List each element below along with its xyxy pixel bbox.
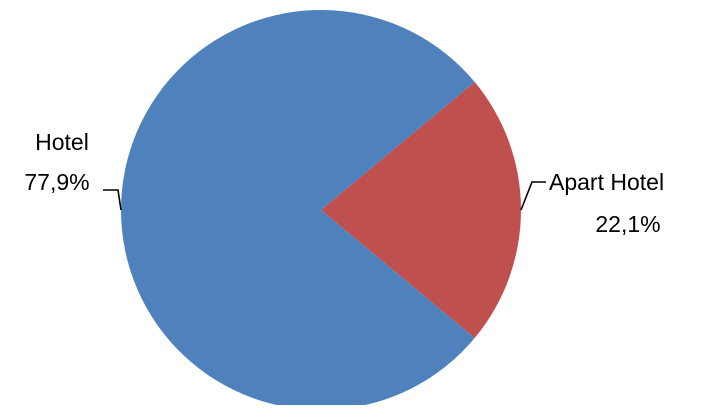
slice-value-hotel: 77,9% bbox=[24, 169, 89, 195]
slice-label-hotel: Hotel bbox=[35, 129, 89, 155]
leader-line-apart-hotel bbox=[520, 181, 546, 211]
leader-line-hotel bbox=[103, 189, 122, 211]
slice-value-apart-hotel: 22,1% bbox=[595, 211, 660, 237]
pie-slice-apart-hotel bbox=[321, 82, 521, 338]
pie-slices bbox=[120, 9, 521, 410]
slice-label-apart-hotel: Apart Hotel bbox=[549, 169, 664, 195]
pie-slice-hotel bbox=[120, 9, 475, 410]
leader-lines bbox=[103, 181, 546, 211]
